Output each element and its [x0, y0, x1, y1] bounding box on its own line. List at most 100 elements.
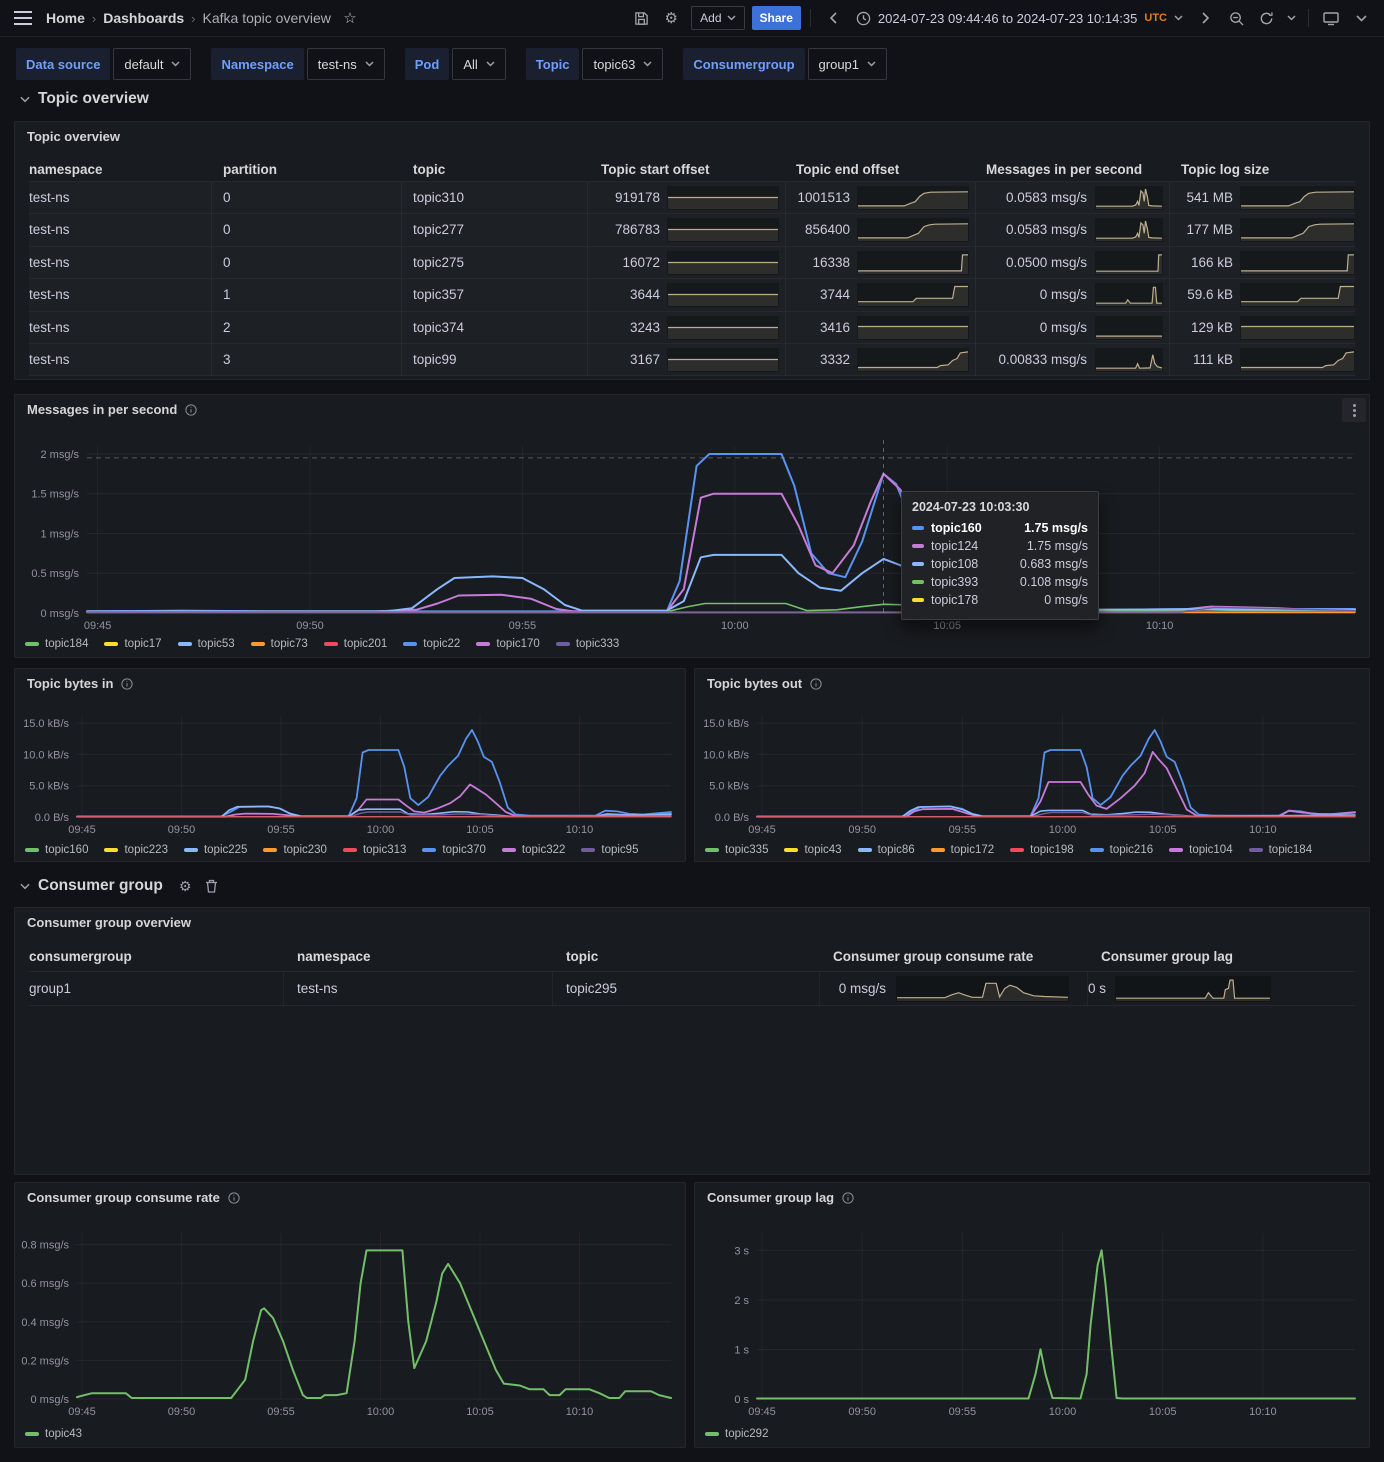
svg-text:0.0 B/s: 0.0 B/s — [35, 812, 70, 824]
topic-bytes-out-chart: 0.0 B/s 5.0 kB/s 10.0 kB/s 15.0 kB/s 09:45 09… — [695, 669, 1369, 861]
legend-label: topic292 — [725, 1428, 769, 1440]
legend-item-topic160[interactable]: topic160 — [25, 844, 88, 856]
panel-title[interactable]: Consumer group lag — [707, 1190, 854, 1205]
refresh-interval-chevron-icon[interactable] — [1283, 5, 1299, 31]
sparkline-cell — [1095, 218, 1163, 243]
topnav-expand-chevron-icon[interactable] — [1348, 5, 1374, 31]
legend-item-topic201[interactable]: topic201 — [323, 638, 387, 650]
legend-color-chip — [250, 642, 265, 646]
panel-topic-overview-table: Topic overview namespace partition topic To… — [14, 121, 1370, 380]
legend-item-topic216[interactable]: topic216 — [1089, 844, 1154, 856]
row-delete-trash-icon[interactable] — [205, 879, 218, 893]
star-icon[interactable]: ☆ — [337, 5, 363, 31]
tooltip-series-name: topic124 — [931, 539, 979, 553]
info-icon[interactable] — [810, 677, 822, 690]
legend-label: topic95 — [601, 844, 639, 856]
legend-item-topic73[interactable]: topic73 — [250, 638, 308, 650]
share-button[interactable]: Share — [751, 6, 801, 30]
legend-label: topic216 — [1109, 844, 1154, 856]
row-header-topic-overview[interactable]: Topic overview — [20, 90, 149, 108]
legend-item-topic223[interactable]: topic223 — [104, 844, 168, 856]
table-row-divider — [29, 310, 1355, 312]
legend-item-topic230[interactable]: topic230 — [263, 844, 327, 856]
save-icon[interactable] — [628, 5, 654, 31]
column-header: partition — [223, 162, 277, 177]
panel-title[interactable]: Consumer group overview — [27, 915, 191, 930]
table-column-divider — [819, 972, 820, 1006]
row-settings-gear-icon[interactable]: ⚙ — [178, 877, 192, 894]
legend-item-topic86[interactable]: topic86 — [857, 844, 915, 856]
add-button[interactable]: Add — [691, 6, 745, 30]
breadcrumb-home[interactable]: Home — [46, 10, 85, 26]
info-icon[interactable] — [228, 1191, 240, 1204]
sparkline-cell — [667, 250, 779, 275]
legend-item-topic335[interactable]: topic335 — [705, 844, 768, 856]
legend-item-topic104[interactable]: topic104 — [1169, 844, 1233, 856]
refresh-icon[interactable] — [1253, 5, 1279, 31]
time-shift-forward-icon[interactable] — [1193, 5, 1219, 31]
legend-color-chip — [342, 848, 357, 852]
chevron-down-icon — [365, 61, 374, 67]
breadcrumb-dashboards[interactable]: Dashboards — [103, 10, 185, 26]
table-cell: topic357 — [413, 287, 465, 303]
time-range-picker[interactable]: 2024-07-23 09:44:46 to 2024-07-23 10:14:… — [850, 10, 1189, 27]
panel-title[interactable]: Topic bytes in — [27, 676, 134, 691]
table-cell-value: 3644 — [629, 287, 660, 303]
legend-item-topic43[interactable]: topic43 — [25, 1428, 82, 1440]
legend-label: topic73 — [270, 638, 308, 650]
panel-title[interactable]: Topic overview — [27, 129, 120, 144]
variable-pod: Pod All — [404, 48, 506, 80]
svg-text:10:05: 10:05 — [933, 620, 961, 632]
legend-item-topic170[interactable]: topic170 — [476, 638, 540, 650]
legend-item-topic322[interactable]: topic322 — [501, 844, 565, 856]
series-topic104 — [756, 751, 1356, 818]
legend-item-topic172[interactable]: topic172 — [930, 844, 994, 856]
table-cell-value: 16072 — [622, 254, 660, 270]
panel-title[interactable]: Consumer group consume rate — [27, 1190, 240, 1205]
legend-item-topic95[interactable]: topic95 — [581, 844, 638, 856]
svg-text:10:00: 10:00 — [1049, 824, 1077, 836]
zoom-out-icon[interactable] — [1223, 5, 1249, 31]
variable-datasource-select[interactable]: default — [113, 48, 192, 80]
variable-pod-select[interactable]: All — [452, 48, 506, 80]
variable-topic-select[interactable]: topic63 — [582, 48, 664, 80]
legend-item-topic313[interactable]: topic313 — [342, 844, 407, 856]
panel-title-text: Consumer group consume rate — [27, 1190, 220, 1205]
tooltip-series-value: 0 msg/s — [1044, 593, 1088, 607]
legend-item-topic17[interactable]: topic17 — [104, 638, 162, 650]
tv-mode-icon[interactable] — [1318, 5, 1344, 31]
legend-item-topic184[interactable]: topic184 — [1248, 844, 1312, 856]
legend-item-topic198[interactable]: topic198 — [1010, 844, 1074, 856]
legend-item-topic53[interactable]: topic53 — [177, 638, 235, 650]
sparkline-cell — [1095, 315, 1163, 340]
legend-item-topic22[interactable]: topic22 — [403, 638, 460, 650]
panel-title[interactable]: Messages in per second — [27, 402, 197, 417]
legend-label: topic313 — [362, 844, 407, 856]
svg-text:15.0 kB/s: 15.0 kB/s — [23, 718, 69, 730]
variable-namespace-select[interactable]: test-ns — [306, 48, 385, 80]
table-header-divider — [29, 971, 1355, 972]
menu-toggle-icon[interactable] — [10, 5, 36, 31]
time-shift-back-icon[interactable] — [820, 5, 846, 31]
legend-item-topic292[interactable]: topic292 — [705, 1428, 768, 1440]
panel-title[interactable]: Topic bytes out — [707, 676, 822, 691]
legend-item-topic43[interactable]: topic43 — [784, 844, 842, 856]
settings-gear-icon[interactable]: ⚙ — [658, 5, 684, 31]
legend-item-topic333[interactable]: topic333 — [555, 638, 619, 650]
info-icon[interactable] — [185, 403, 197, 416]
row-header-consumer-group[interactable]: Consumer group ⚙ — [20, 877, 218, 895]
table-cell: 0 — [223, 222, 231, 238]
panel-menu-kebab-icon[interactable] — [1342, 398, 1366, 422]
info-icon[interactable] — [121, 677, 134, 690]
legend-item-topic184[interactable]: topic184 — [25, 638, 88, 650]
table-cell-value: 3332 — [819, 352, 850, 367]
table-cell-value: 0 msg/s — [1039, 287, 1087, 303]
legend-item-topic370[interactable]: topic370 — [422, 844, 486, 856]
variable-consumergroup-select[interactable]: group1 — [807, 48, 888, 80]
table-row-divider — [29, 245, 1355, 247]
info-icon[interactable] — [842, 1191, 854, 1204]
table-cell-value: 59.6 kB — [1187, 287, 1233, 303]
svg-text:10:05: 10:05 — [466, 1406, 494, 1418]
legend-item-topic225[interactable]: topic225 — [183, 844, 247, 856]
legend-color-chip — [177, 642, 192, 646]
